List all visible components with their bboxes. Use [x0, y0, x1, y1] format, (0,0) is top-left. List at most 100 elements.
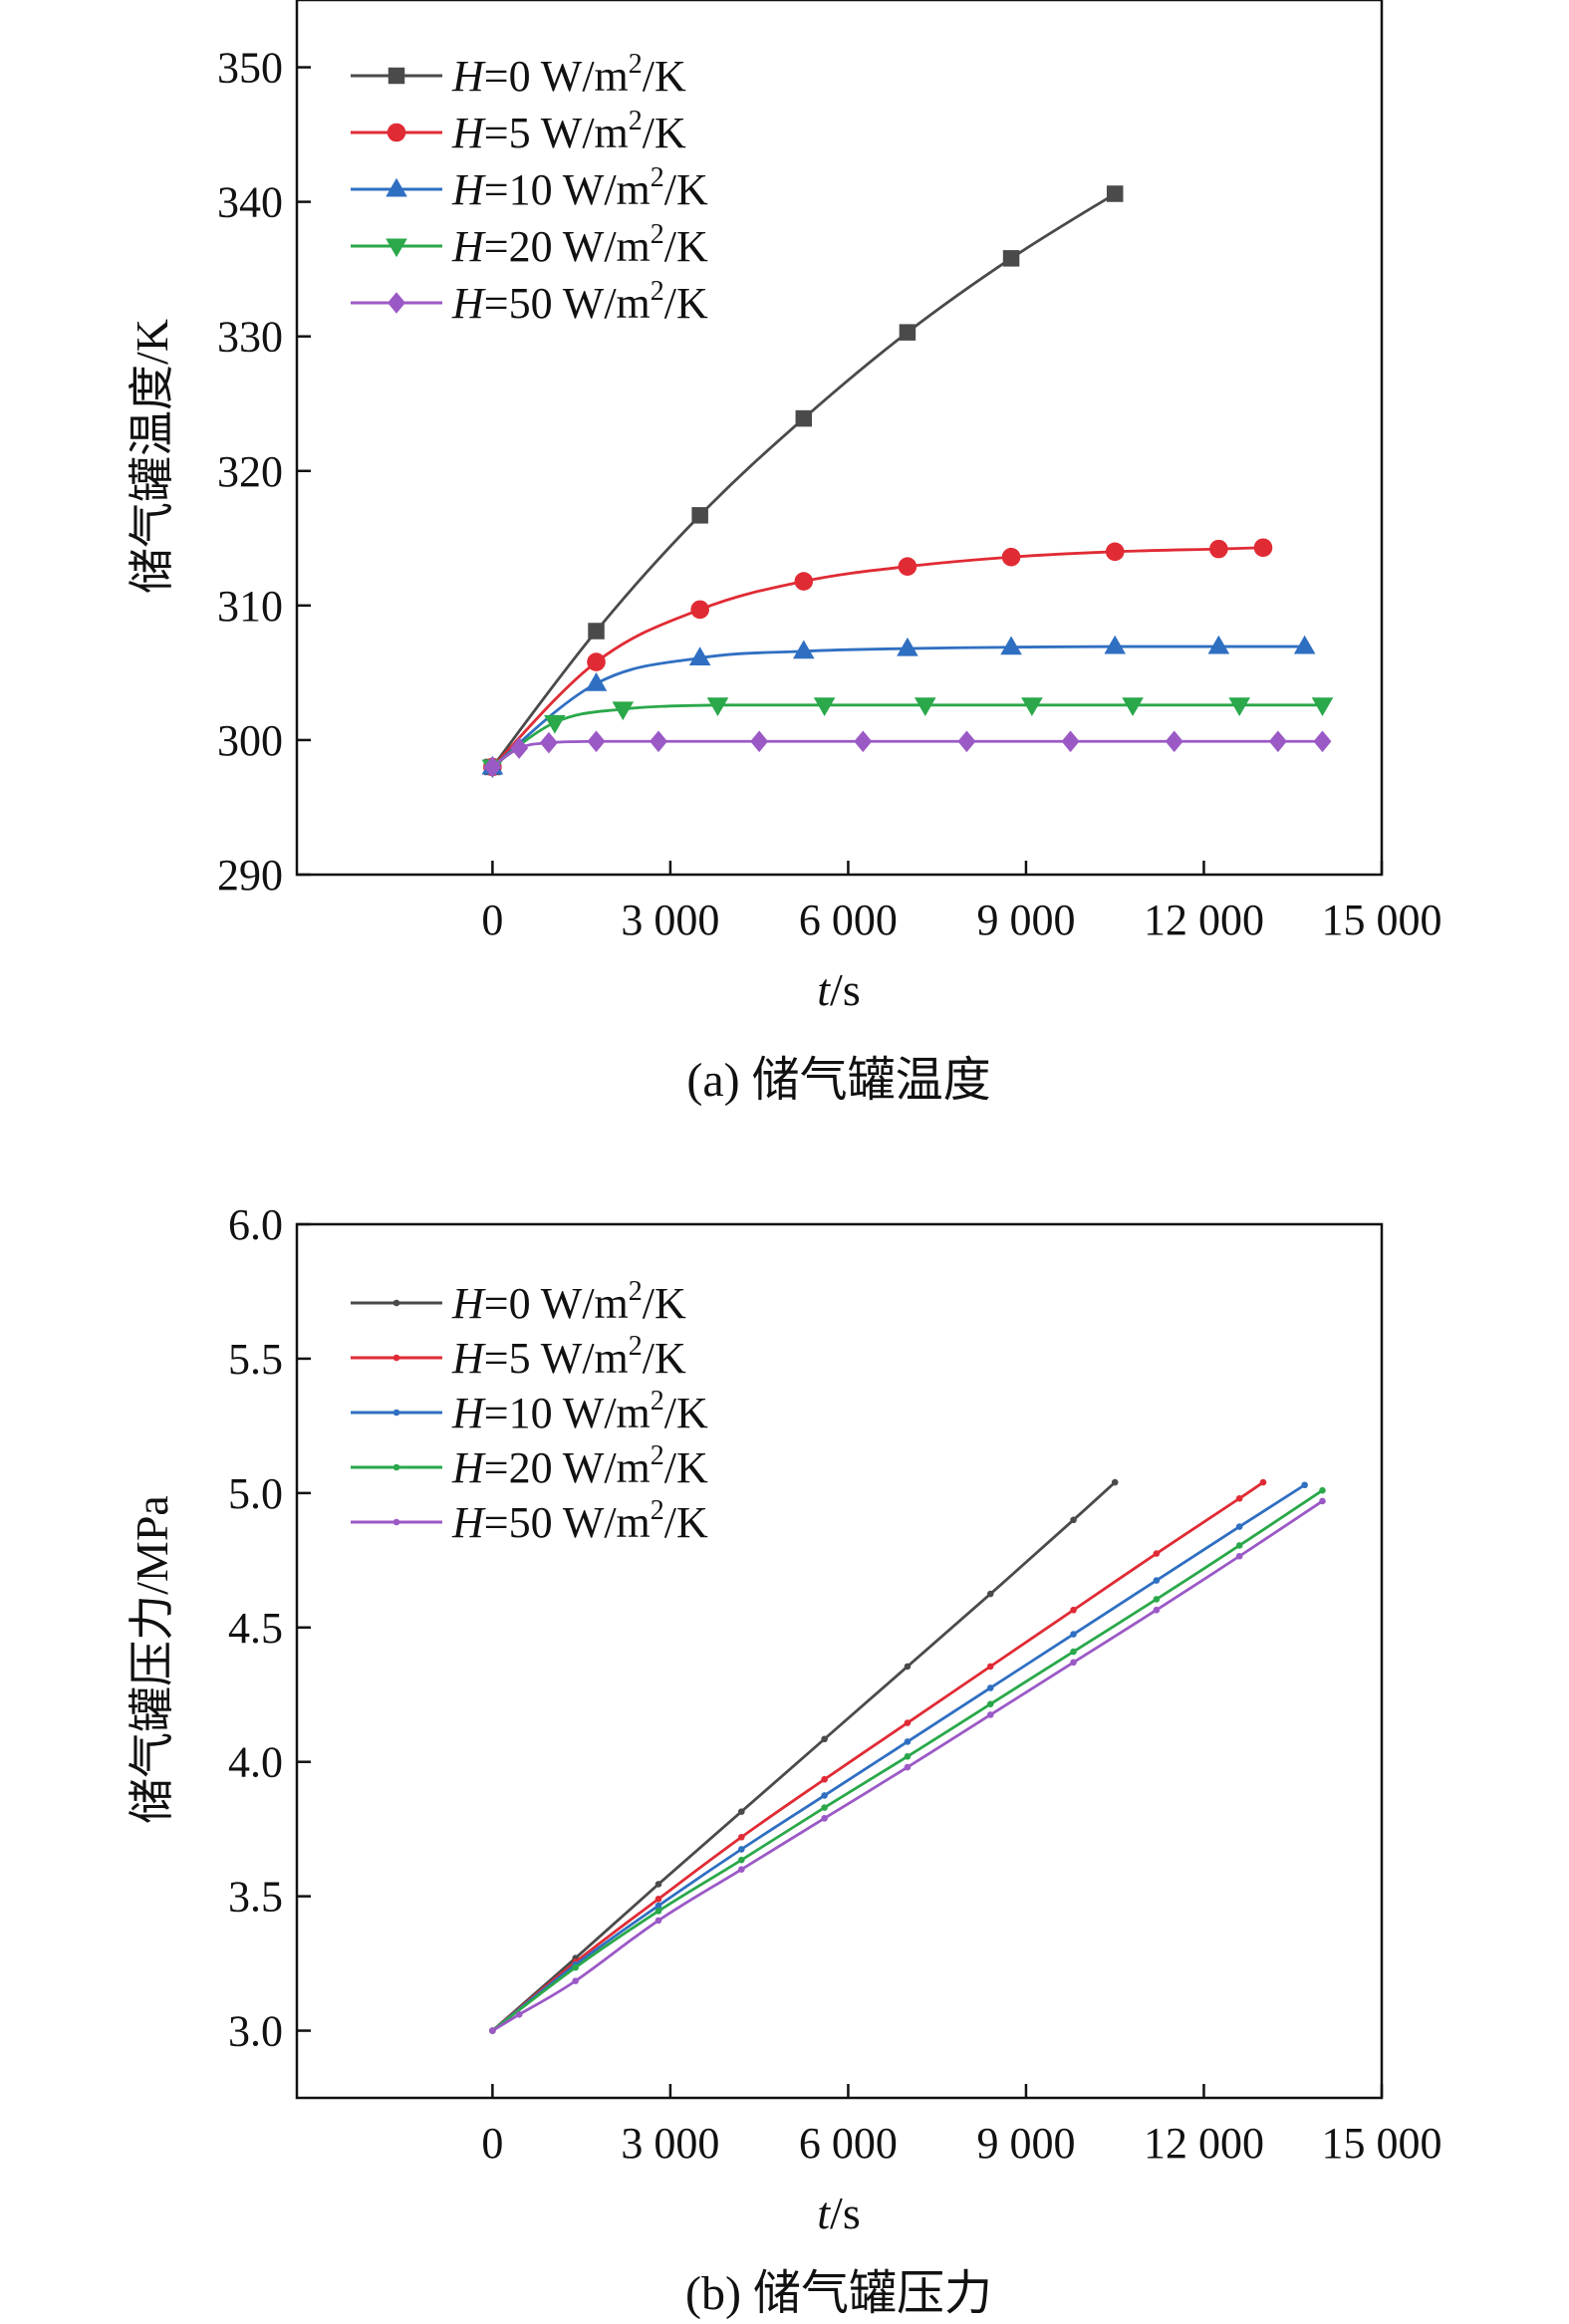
legend-item: H=0 W/m2/K: [351, 1276, 686, 1328]
data-point: [914, 697, 936, 717]
x-tick-label: 9 000: [976, 2119, 1075, 2168]
legend: H=0 W/m2/KH=5 W/m2/KH=10 W/m2/KH=20 W/m2…: [351, 1276, 708, 1547]
data-point: [738, 1846, 745, 1853]
data-point: [1311, 697, 1334, 717]
data-point: [898, 557, 917, 576]
data-point: [1070, 1648, 1077, 1656]
data-point: [1153, 1606, 1161, 1614]
data-point: [1228, 697, 1250, 717]
series-3: [481, 635, 1316, 775]
data-point: [1001, 547, 1021, 567]
series-line: [491, 645, 1305, 769]
y-tick-label: 290: [217, 851, 283, 900]
legend-label: H=50 W/m2/K: [451, 276, 708, 328]
data-point: [688, 646, 711, 666]
data-point: [690, 600, 709, 620]
data-point: [612, 701, 635, 721]
x-tick-label: 12 000: [1144, 2119, 1264, 2168]
legend: H=0 W/m2/KH=5 W/m2/KH=10 W/m2/KH=20 W/m2…: [351, 49, 708, 328]
series-line: [491, 1483, 1306, 2032]
data-point: [750, 730, 769, 753]
panel-caption: (b) 储气罐压力: [685, 2267, 992, 2320]
legend-item: H=20 W/m2/K: [351, 219, 708, 271]
series-4: [481, 697, 1334, 779]
data-point: [1122, 697, 1144, 717]
data-point: [585, 671, 608, 691]
data-point: [986, 1663, 994, 1671]
data-point: [572, 1963, 579, 1971]
legend-marker: [386, 177, 407, 197]
data-point: [904, 1738, 912, 1745]
data-point: [986, 1711, 994, 1718]
y-tick-label: 340: [217, 178, 283, 227]
x-tick-label: 6 000: [799, 2119, 898, 2168]
data-point: [957, 730, 976, 753]
data-point: [587, 730, 606, 753]
legend-label: H=20 W/m2/K: [451, 219, 708, 271]
series-5: [483, 730, 1332, 778]
legend-marker: [387, 123, 406, 142]
data-point: [821, 1804, 828, 1811]
data-point: [1000, 636, 1022, 655]
data-point: [1209, 539, 1228, 559]
data-point: [1235, 1552, 1243, 1560]
data-point: [1105, 542, 1125, 562]
x-tick-label: 15 000: [1322, 896, 1442, 944]
data-point: [654, 1881, 662, 1888]
data-point: [792, 640, 815, 659]
legend-item: H=10 W/m2/K: [351, 1386, 708, 1437]
x-tick-label: 6 000: [799, 896, 898, 944]
data-point: [986, 1700, 994, 1707]
legend-label: H=0 W/m2/K: [451, 1276, 686, 1328]
data-point: [821, 1775, 828, 1783]
x-tick-label: 0: [481, 896, 503, 944]
y-tick-label: 3.0: [228, 2007, 283, 2056]
series-line: [491, 703, 1323, 769]
data-point: [795, 409, 813, 427]
series-1: [484, 185, 1124, 776]
data-point: [821, 1792, 828, 1799]
legend-marker: [386, 238, 407, 258]
legend-label: H=10 W/m2/K: [451, 1386, 708, 1437]
y-tick-label: 5.5: [228, 1335, 283, 1384]
legend-label: H=5 W/m2/K: [451, 106, 686, 157]
plot-frame: [295, 1222, 1384, 2100]
x-axis-label-var: t: [817, 964, 831, 1015]
data-point: [794, 572, 814, 591]
x-axis-ticks: 0 3 000 6 000 9 000 12 000 15 000: [481, 861, 1442, 944]
x-tick-label: 12 000: [1144, 896, 1264, 944]
data-point: [1268, 730, 1287, 753]
y-tick-label: 5.0: [228, 1469, 283, 1518]
legend-label: H=20 W/m2/K: [451, 1440, 708, 1492]
data-point: [483, 756, 502, 778]
data-point: [1259, 1478, 1267, 1486]
series-3: [489, 1481, 1308, 2034]
y-tick-label: 310: [217, 582, 283, 631]
data-point: [654, 1896, 662, 1903]
data-point: [1070, 1631, 1077, 1638]
y-tick-label: 6.0: [228, 1200, 283, 1249]
data-point: [510, 737, 529, 759]
data-point: [691, 507, 708, 524]
data-point: [897, 637, 918, 656]
data-point: [706, 697, 729, 717]
x-tick-label: 15 000: [1322, 2119, 1442, 2168]
x-tick-label: 3 000: [621, 2119, 719, 2168]
data-point: [904, 1763, 912, 1771]
data-point: [572, 1977, 579, 1984]
legend-label: H=0 W/m2/K: [451, 49, 686, 101]
legend-item: H=50 W/m2/K: [351, 1495, 708, 1547]
data-point: [1111, 1478, 1119, 1486]
legend-marker: [392, 1409, 400, 1417]
legend-marker: [392, 1354, 400, 1362]
y-axis-label: 储气罐温度/K: [127, 319, 177, 594]
data-point: [1319, 1497, 1326, 1505]
data-point: [899, 324, 916, 341]
data-point: [1235, 1542, 1243, 1549]
data-point: [904, 1719, 912, 1726]
legend-item: H=20 W/m2/K: [351, 1440, 708, 1492]
x-axis-label-unit: /s: [830, 964, 861, 1015]
data-point: [587, 652, 606, 671]
chart-panel-pressure: 3.0 3.5 4.0 4.5 5.0 5.5 6.0 0 3 000 6 000 9 000 12…: [127, 1200, 1442, 2320]
